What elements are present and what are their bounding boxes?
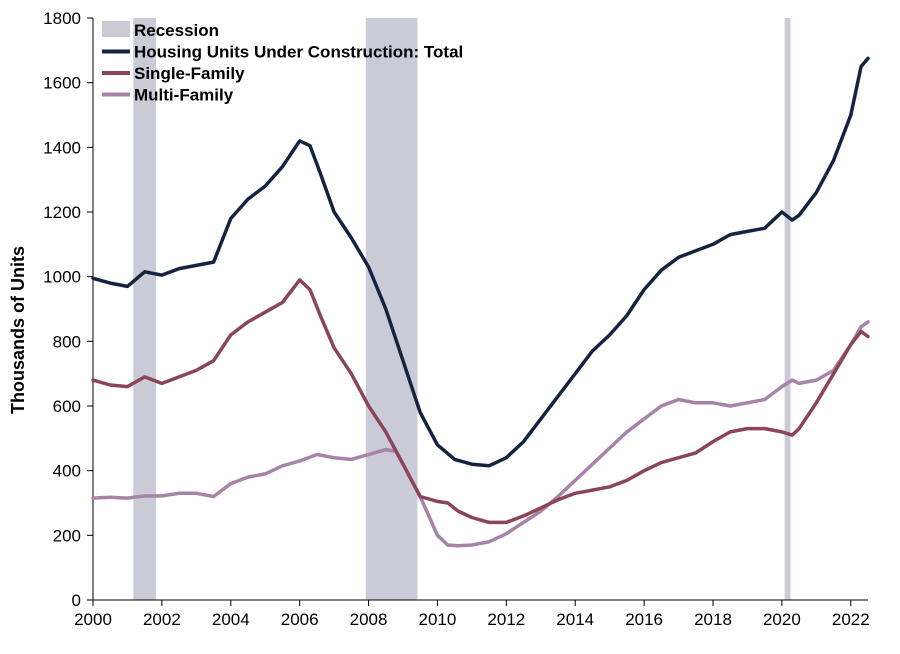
y-tick-label: 1800 bbox=[43, 9, 81, 28]
x-tick-label: 2004 bbox=[212, 610, 250, 629]
series-line-single-family bbox=[91, 278, 870, 525]
x-tick-label: 2020 bbox=[763, 610, 801, 629]
x-tick-label: 2006 bbox=[281, 610, 319, 629]
x-tick-label: 2000 bbox=[74, 610, 112, 629]
y-tick-label: 1200 bbox=[43, 203, 81, 222]
legend: Recession Housing Units Under Constructio… bbox=[102, 21, 463, 105]
x-tick-label: 2018 bbox=[694, 610, 732, 629]
recession-band-1 bbox=[133, 18, 157, 600]
legend-label-recession: Recession bbox=[134, 21, 219, 40]
legend-swatch-recession bbox=[102, 21, 130, 37]
recession-band-2 bbox=[365, 18, 418, 600]
axes: 0 200 400 600 800 1000 1200 1400 1600 1800 2000 200… bbox=[43, 9, 870, 629]
recession-band-3 bbox=[784, 18, 791, 600]
series-line-housing-units-under-construction-total bbox=[91, 56, 870, 468]
y-tick-label: 1400 bbox=[43, 138, 81, 157]
x-tick-label: 2022 bbox=[832, 610, 870, 629]
series-lines bbox=[91, 56, 870, 548]
x-tick-label: 2014 bbox=[556, 610, 594, 629]
legend-label-multi-family: Multi-Family bbox=[134, 86, 234, 105]
y-tick-label: 200 bbox=[53, 526, 81, 545]
x-tick-label: 2010 bbox=[419, 610, 457, 629]
y-tick-label: 0 bbox=[72, 591, 81, 610]
y-tick-label: 1600 bbox=[43, 74, 81, 93]
x-tick-label: 2016 bbox=[625, 610, 663, 629]
y-tick-label: 1000 bbox=[43, 268, 81, 287]
y-tick-label: 800 bbox=[53, 332, 81, 351]
x-tick-label: 2008 bbox=[350, 610, 388, 629]
x-tick-label: 2002 bbox=[143, 610, 181, 629]
recession-bands bbox=[133, 18, 791, 600]
series-line-multi-family bbox=[91, 320, 870, 548]
y-tick-label: 400 bbox=[53, 462, 81, 481]
x-tick-label: 2012 bbox=[487, 610, 525, 629]
legend-label-housing-units-under-construction-total: Housing Units Under Construction: Total bbox=[134, 43, 463, 62]
y-axis-title: Thousands of Units bbox=[8, 246, 28, 414]
legend-label-single-family: Single-Family bbox=[134, 64, 245, 83]
y-tick-label: 600 bbox=[53, 397, 81, 416]
